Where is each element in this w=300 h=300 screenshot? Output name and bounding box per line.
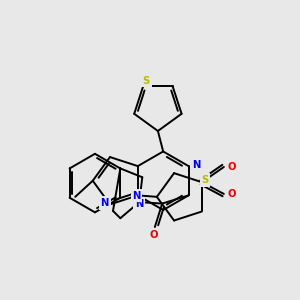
Text: O: O [149,230,158,240]
Text: O: O [228,189,236,199]
Text: S: S [201,175,208,185]
Text: N: N [135,199,143,208]
Text: S: S [142,76,150,86]
Text: N: N [193,160,201,170]
Text: N: N [132,191,141,201]
Text: O: O [228,162,236,172]
Text: N: N [100,198,109,208]
